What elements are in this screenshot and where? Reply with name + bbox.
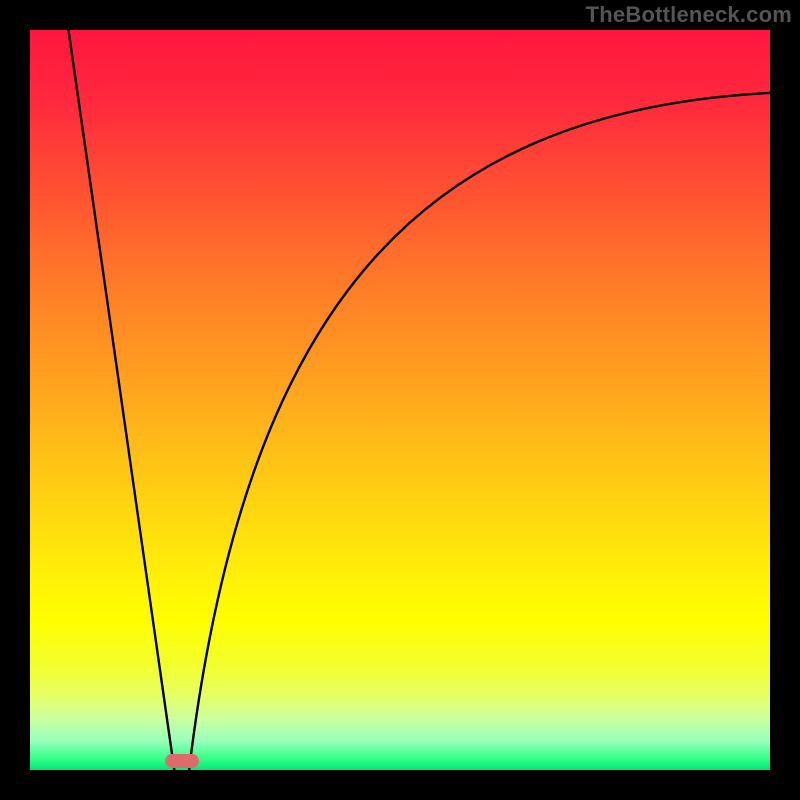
bottleneck-curve (68, 30, 770, 770)
chart-container: TheBottleneck.com (0, 0, 800, 800)
plot-svg (30, 30, 770, 770)
optimum-marker (165, 754, 199, 768)
watermark-text: TheBottleneck.com (586, 2, 792, 28)
plot-area (30, 30, 770, 770)
